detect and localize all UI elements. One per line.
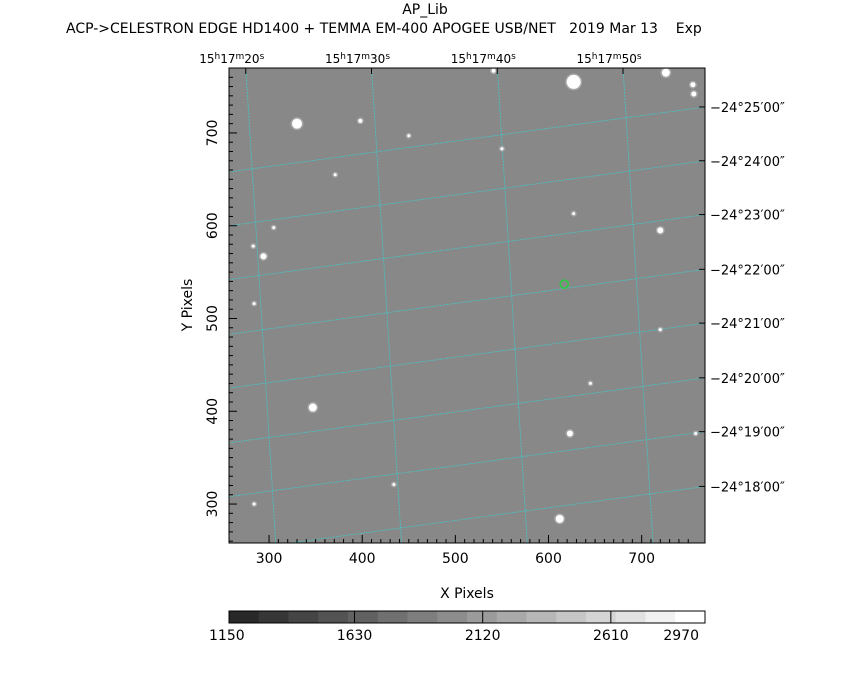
colorbar-step — [467, 611, 498, 623]
colorbar-step — [586, 611, 617, 623]
star — [358, 118, 363, 123]
star — [308, 403, 317, 412]
star — [694, 432, 698, 436]
axes: 300 400 500 600 700 300 400 500 600 700 15h17m20s 1… — [199, 52, 785, 567]
star — [491, 68, 496, 73]
image-frame — [228, 67, 706, 544]
colorbar-step — [615, 611, 646, 623]
colorbar-step — [348, 611, 379, 623]
ra-grid-line — [622, 68, 654, 543]
colorbar-step — [556, 611, 587, 623]
colorbar-step — [675, 611, 706, 623]
star — [292, 118, 302, 129]
star — [572, 212, 576, 216]
y-tick-label: 700 — [205, 120, 221, 147]
dec-label: −24°22′00″ — [710, 263, 785, 278]
y-tick-label: 600 — [205, 212, 221, 239]
star — [252, 302, 256, 306]
y-tick-label: 500 — [205, 305, 221, 332]
dec-grid-line — [229, 322, 705, 389]
colorbar-step — [437, 611, 468, 623]
ra-grid-line — [371, 68, 402, 543]
dec-label: −24°25′00″ — [710, 101, 785, 116]
ra-grid-line — [245, 68, 277, 543]
x-tick-label: 500 — [442, 551, 469, 567]
colorbar-step — [526, 611, 557, 623]
x-tick-label: 400 — [349, 551, 376, 567]
dec-label: −24°24′00″ — [710, 155, 785, 170]
colorbar-step — [318, 611, 349, 623]
dec-label: −24°20′00″ — [710, 372, 785, 387]
star — [588, 381, 592, 385]
star — [658, 328, 662, 332]
chart-subtitle: ACP->CELESTRON EDGE HD1400 + TEMMA EM-40… — [66, 21, 702, 37]
star — [690, 82, 696, 88]
colorbar-label: 2120 — [465, 628, 501, 644]
colorbar-step — [229, 611, 260, 623]
star — [566, 430, 573, 437]
y-tick-label: 400 — [205, 398, 221, 425]
colorbar-label: 2610 — [593, 628, 629, 644]
ra-label: 15h17m50s — [577, 52, 642, 66]
star — [272, 226, 276, 230]
dec-grid-line — [287, 486, 705, 543]
dec-label: −24°23′00″ — [710, 209, 785, 224]
dec-label: −24°19′00″ — [710, 426, 785, 441]
star — [566, 74, 581, 89]
y-axis-label: Y Pixels — [180, 279, 196, 333]
x-axis-label: X Pixels — [440, 586, 494, 602]
dec-grid-line — [229, 160, 705, 227]
y-tick-label: 300 — [205, 491, 221, 518]
dec-grid-line — [229, 106, 705, 173]
ra-label: 15h17m40s — [451, 52, 516, 66]
dec-label: −24°21′00″ — [710, 317, 785, 332]
coordinate-grid — [229, 68, 705, 543]
colorbar-step — [645, 611, 676, 623]
dec-grid-line — [229, 268, 705, 335]
star — [260, 253, 267, 260]
star — [392, 483, 396, 487]
x-tick-label: 600 — [535, 551, 562, 567]
star — [252, 502, 256, 506]
colorbar-step — [258, 611, 289, 623]
star — [251, 244, 255, 248]
star — [657, 227, 664, 234]
x-tick-label: 700 — [628, 551, 655, 567]
star — [691, 91, 697, 97]
chart-title: AP_Lib — [402, 2, 448, 18]
colorbar-label: 2970 — [663, 628, 699, 644]
dec-grid-line — [229, 377, 705, 444]
ra-label: 15h17m30s — [325, 52, 390, 66]
star — [333, 173, 337, 177]
target-marker — [559, 279, 570, 289]
colorbar-step — [496, 611, 527, 623]
dec-grid-line — [229, 214, 705, 280]
colorbar-step — [377, 611, 408, 623]
x-tick-label: 300 — [256, 551, 283, 567]
star — [500, 147, 504, 151]
colorbar-label: 1630 — [337, 628, 373, 644]
star — [555, 514, 564, 523]
dec-grid-line — [229, 431, 705, 498]
star — [661, 68, 670, 77]
colorbar-step — [407, 611, 438, 623]
target-marker-group — [559, 279, 570, 289]
colorbar-step — [288, 611, 319, 623]
ra-label: 15h17m20s — [199, 52, 264, 66]
colorbar: 1150 1630 2120 2610 2970 — [209, 610, 706, 644]
stars — [250, 68, 699, 525]
star — [407, 134, 411, 138]
colorbar-label: 1150 — [209, 628, 245, 644]
dec-label: −24°18′00″ — [710, 480, 785, 495]
